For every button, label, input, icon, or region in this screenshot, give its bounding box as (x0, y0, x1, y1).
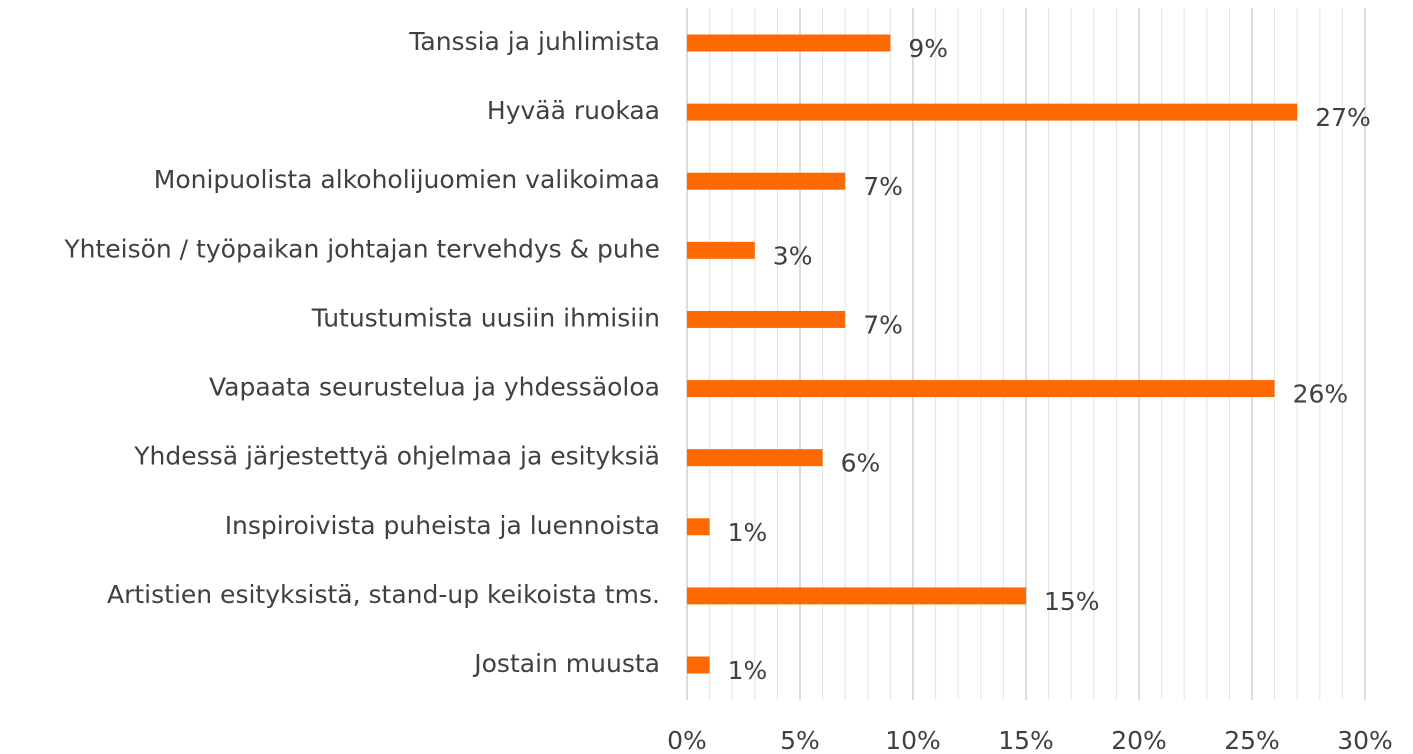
value-label: 7% (863, 310, 903, 339)
category-label: Inspiroivista puheista ja luennoista (225, 511, 660, 540)
bar (687, 518, 710, 536)
bar (687, 656, 710, 674)
x-tick-label: 0% (667, 726, 707, 754)
category-label: Hyvää ruokaa (487, 96, 660, 125)
category-label: Jostain muusta (472, 649, 660, 678)
value-label: 7% (863, 172, 903, 201)
x-tick-label: 15% (998, 726, 1054, 754)
bar (687, 310, 846, 328)
x-tick-label: 30% (1337, 726, 1393, 754)
bar (687, 34, 891, 52)
category-label: Tanssia ja juhlimista (408, 27, 660, 56)
x-tick-label: 20% (1111, 726, 1167, 754)
value-label: 1% (728, 518, 768, 547)
value-label: 3% (773, 241, 813, 270)
x-tick-label: 25% (1224, 726, 1280, 754)
value-label: 6% (841, 449, 881, 478)
value-label: 15% (1044, 587, 1100, 616)
x-tick-label: 10% (885, 726, 941, 754)
category-label: Tutustumista uusiin ihmisiin (311, 303, 660, 332)
value-label: 27% (1315, 103, 1371, 132)
bar (687, 172, 846, 190)
bar (687, 241, 755, 259)
value-label: 1% (728, 656, 768, 685)
category-label: Yhdessä järjestettyä ohjelmaa ja esityks… (133, 442, 660, 471)
category-label: Artistien esityksistä, stand-up keikoist… (107, 580, 660, 609)
value-label: 26% (1293, 380, 1349, 409)
bar (687, 449, 823, 467)
value-label: 9% (908, 34, 948, 63)
category-label: Yhteisön / työpaikan johtajan tervehdys … (63, 234, 660, 263)
category-label: Vapaata seurustelua ja yhdessäoloa (209, 373, 660, 402)
bar (687, 587, 1026, 605)
bar (687, 103, 1298, 121)
category-label: Monipuolista alkoholijuomien valikoimaa (154, 165, 660, 194)
x-tick-label: 5% (780, 726, 820, 754)
bar (687, 380, 1275, 398)
